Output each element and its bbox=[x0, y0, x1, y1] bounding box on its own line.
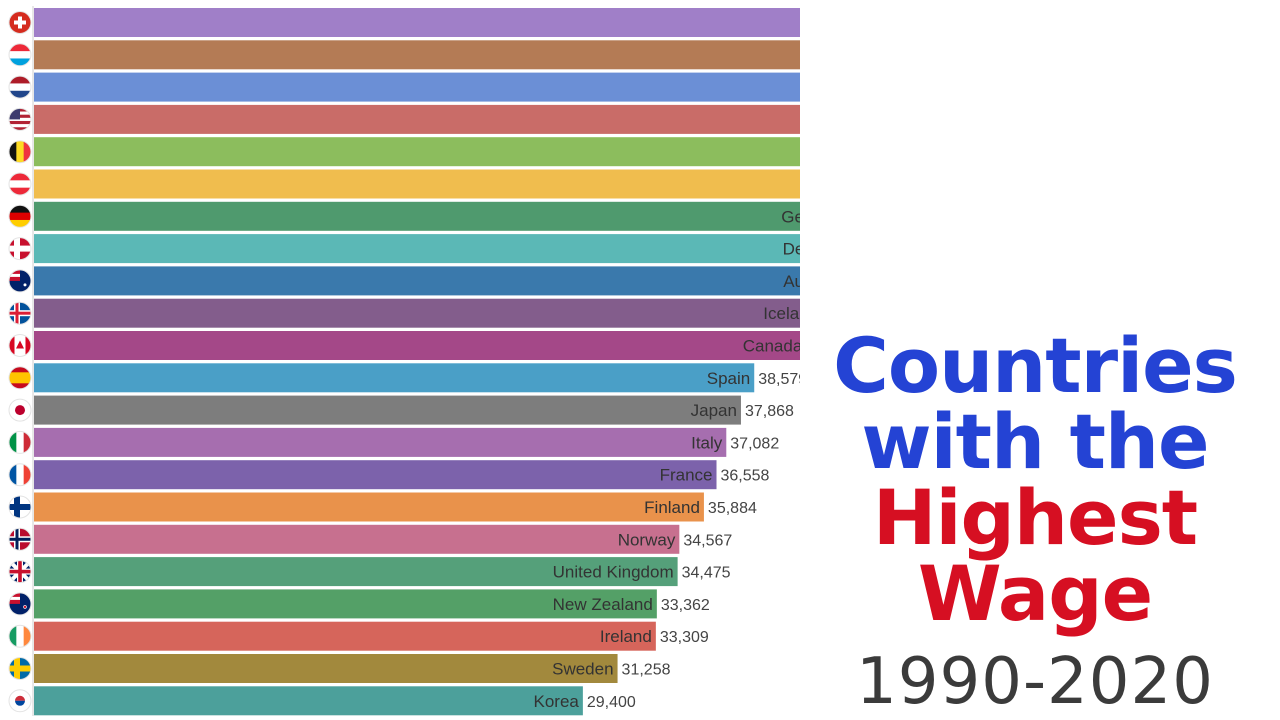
chart-title: Countries with the Highest Wage 1990-202… bbox=[800, 321, 1270, 719]
bar-italy bbox=[34, 427, 727, 457]
iceland-flag-icon bbox=[8, 301, 32, 325]
bar-united-kingdom bbox=[34, 557, 678, 587]
bar-canada bbox=[34, 331, 800, 360]
japan-flag-icon bbox=[8, 398, 32, 422]
bar-switzerland bbox=[34, 8, 800, 37]
year-range: 1990-2020 bbox=[856, 645, 1214, 719]
title-line-2: with the bbox=[861, 397, 1209, 486]
bar-finland bbox=[34, 492, 704, 522]
korea-flag-icon bbox=[8, 689, 32, 713]
bar-category-label: France bbox=[660, 466, 713, 485]
title-line-4: Wage bbox=[917, 549, 1153, 638]
new-zealand-flag-icon bbox=[8, 592, 32, 616]
norway-flag-icon bbox=[8, 527, 32, 551]
bar-ireland bbox=[34, 621, 656, 651]
bar-value-label: 29,400 bbox=[587, 694, 636, 711]
bar-spain bbox=[34, 363, 755, 393]
bar-category-label: Australia bbox=[783, 272, 800, 291]
bar-value-label: 34,567 bbox=[683, 532, 732, 549]
netherlands-flag-icon bbox=[8, 75, 32, 99]
bar-category-label: Denmark bbox=[783, 240, 800, 259]
bar-korea bbox=[34, 686, 583, 716]
bar-category-label: Sweden bbox=[552, 660, 613, 679]
bar-category-label: Germany bbox=[781, 207, 800, 226]
austria-flag-icon bbox=[8, 172, 32, 196]
bar-value-label: 37,868 bbox=[745, 403, 794, 420]
bar-sweden bbox=[34, 654, 618, 683]
bar-chart: Switzerland56,296Luxembourg55,073Netherl… bbox=[8, 6, 800, 716]
united-kingdom-flag-icon bbox=[8, 560, 32, 584]
bar-value-label: 35,884 bbox=[708, 500, 757, 517]
belgium-flag-icon bbox=[8, 140, 32, 164]
denmark-flag-icon bbox=[8, 237, 32, 261]
bar-category-label: Korea bbox=[533, 692, 579, 711]
bar-category-label: Ireland bbox=[600, 627, 652, 646]
switzerland-flag-icon bbox=[8, 11, 32, 34]
bar-value-label: 31,258 bbox=[622, 662, 671, 679]
bar-iceland bbox=[34, 298, 800, 328]
bar-series: Switzerland56,296Luxembourg55,073Netherl… bbox=[34, 8, 800, 716]
france-flag-icon bbox=[8, 463, 32, 487]
title-line-3: Highest bbox=[872, 473, 1198, 562]
australia-flag-icon bbox=[8, 269, 32, 293]
italy-flag-icon bbox=[8, 430, 32, 454]
flag-column bbox=[8, 11, 32, 713]
sweden-flag-icon bbox=[8, 657, 32, 680]
germany-flag-icon bbox=[8, 204, 32, 228]
bar-japan bbox=[34, 395, 741, 425]
finland-flag-icon bbox=[8, 495, 32, 519]
bar-category-label: Finland bbox=[644, 498, 700, 517]
bar-norway bbox=[34, 524, 680, 554]
bar-category-label: Spain bbox=[707, 369, 750, 388]
bar-value-label: 38,579 bbox=[758, 371, 800, 388]
bar-category-label: Japan bbox=[691, 401, 737, 420]
bar-value-label: 33,309 bbox=[660, 629, 709, 646]
bar-austria bbox=[34, 169, 800, 199]
spain-flag-icon bbox=[8, 366, 32, 390]
luxembourg-flag-icon bbox=[8, 43, 32, 67]
bar-france bbox=[34, 460, 717, 490]
bar-belgium bbox=[34, 137, 800, 167]
bar-category-label: New Zealand bbox=[553, 595, 653, 614]
bar-australia bbox=[34, 266, 800, 296]
ireland-flag-icon bbox=[8, 624, 32, 648]
bar-value-label: 37,082 bbox=[730, 435, 779, 452]
bar-category-label: Norway bbox=[618, 530, 676, 549]
bar-value-label: 34,475 bbox=[682, 565, 731, 582]
bar-category-label: United Kingdom bbox=[553, 563, 674, 582]
bar-category-label: Italy bbox=[691, 433, 723, 452]
bar-category-label: Canada bbox=[743, 337, 800, 356]
united-states-flag-icon bbox=[8, 107, 32, 131]
bar-denmark bbox=[34, 234, 800, 264]
bar-germany bbox=[34, 201, 800, 231]
bar-netherlands bbox=[34, 72, 800, 102]
bar-value-label: 33,362 bbox=[661, 597, 710, 614]
title-line-1: Countries bbox=[833, 321, 1238, 410]
canada-flag-icon bbox=[8, 334, 32, 357]
bar-value-label: 36,558 bbox=[721, 468, 770, 485]
bar-united-states bbox=[34, 104, 800, 134]
bar-new-zealand bbox=[34, 589, 657, 619]
bar-category-label: Iceland bbox=[763, 304, 800, 323]
bar-luxembourg bbox=[34, 40, 800, 70]
